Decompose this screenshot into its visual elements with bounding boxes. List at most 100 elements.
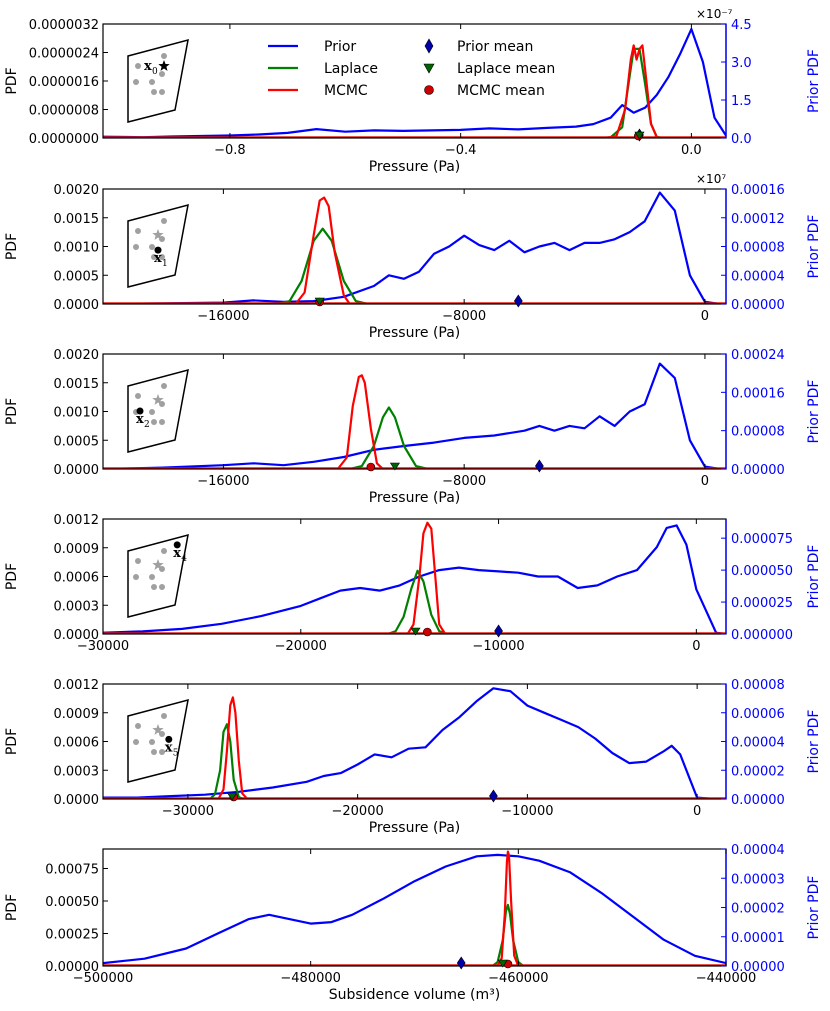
y-right-tick-label: 0.000075 bbox=[731, 532, 793, 547]
inset-point-label: x bbox=[173, 546, 181, 561]
y-tick-label: 0.0009 bbox=[54, 542, 100, 557]
legend-label: Laplace bbox=[324, 61, 378, 77]
y-right-tick-label: 4.5 bbox=[731, 18, 752, 33]
y-tick-label: 0.0003 bbox=[54, 764, 100, 779]
y-right-tick-label: 0.00004 bbox=[731, 269, 785, 284]
laplace-mean-marker bbox=[634, 131, 645, 140]
prior-mean-marker bbox=[535, 459, 544, 473]
y-tick-label: 0.0003 bbox=[54, 599, 100, 614]
y-tick-label: 0.0000 bbox=[54, 298, 100, 313]
sensor-dot bbox=[133, 739, 139, 745]
y-tick-label: 0.0010 bbox=[54, 241, 100, 256]
series-line-mcmc bbox=[406, 521, 447, 634]
series-line-laplace bbox=[491, 903, 525, 966]
active-dot bbox=[154, 246, 162, 254]
y-axis-label: PDF bbox=[4, 67, 20, 94]
y-right-axis-label: Prior PDF bbox=[806, 49, 822, 113]
laplace-mean-marker bbox=[226, 792, 238, 801]
sensor-dot bbox=[135, 393, 141, 399]
y-right-tick-label: 0.00002 bbox=[731, 902, 785, 917]
x-tick-label: −480000 bbox=[280, 971, 341, 986]
x-tick-label: −16000 bbox=[197, 474, 249, 489]
axes-frame bbox=[102, 188, 727, 305]
domain-outline bbox=[127, 38, 189, 123]
star-icon bbox=[152, 724, 164, 735]
y-tick-label: 0.0009 bbox=[54, 707, 100, 722]
series-line-prior bbox=[103, 28, 726, 138]
x-axis-label: Pressure (Pa) bbox=[369, 325, 461, 341]
y-right-tick-label: 0.000025 bbox=[731, 596, 793, 611]
x-axis-label: Pressure (Pa) bbox=[369, 820, 461, 836]
x-tick-label: −460000 bbox=[488, 971, 549, 986]
sensor-dot bbox=[149, 739, 155, 745]
y-tick-label: 0.00000 bbox=[45, 960, 99, 975]
sensor-dot bbox=[151, 419, 157, 425]
y-axis-label: PDF bbox=[4, 563, 20, 590]
y-tick-label: 0.0005 bbox=[54, 434, 100, 449]
series-line-prior bbox=[103, 853, 726, 965]
series-line-mcmc bbox=[336, 374, 384, 469]
active-dot bbox=[173, 541, 181, 549]
legend-triangle-icon bbox=[423, 63, 435, 74]
sensor-dot bbox=[149, 244, 155, 250]
x-tick-label: 0 bbox=[701, 474, 709, 489]
legend-entry-laplace: Laplace bbox=[268, 61, 378, 77]
domain-outline bbox=[127, 533, 189, 618]
x-axis-label: Pressure (Pa) bbox=[369, 159, 461, 175]
inset-point-label: x bbox=[154, 251, 162, 266]
inset-point-sub: 5 bbox=[173, 748, 179, 758]
y-tick-label: 0.0000024 bbox=[29, 47, 99, 62]
star-icon bbox=[152, 394, 164, 405]
prior-mean-marker bbox=[494, 624, 503, 638]
legend: Prior Laplace MCMC Prior mean Laplace mean MC… bbox=[268, 38, 555, 99]
mcmc-mean-marker bbox=[366, 462, 376, 472]
x-tick-label: −10000 bbox=[501, 804, 553, 819]
y-tick-label: 0.0000 bbox=[54, 628, 100, 643]
series-line-mcmc bbox=[217, 696, 249, 799]
series-group bbox=[103, 521, 726, 634]
sensor-dot bbox=[149, 79, 155, 85]
inset-point-label: x bbox=[144, 59, 152, 74]
y-right-axis-label: Prior PDF bbox=[806, 545, 822, 609]
legend-label: Prior bbox=[324, 39, 356, 55]
active-dot bbox=[165, 735, 173, 743]
axes-frame bbox=[102, 683, 727, 800]
sensor-dot bbox=[135, 723, 141, 729]
y-right-tick-label: 0.00002 bbox=[731, 764, 785, 779]
y-right-tick-label: 0.00000 bbox=[731, 793, 785, 808]
y-right-tick-label: 0.00012 bbox=[731, 212, 785, 227]
panel-5: −500000 −480000 −460000 −4400000.000000.000… bbox=[4, 843, 822, 1003]
series-line-mcmc bbox=[496, 850, 520, 966]
x-axis-label: Subsidence volume (m³) bbox=[329, 987, 500, 1003]
x-tick-label: 0 bbox=[693, 804, 701, 819]
series-line-prior bbox=[103, 362, 721, 469]
y-right-tick-label: 0.00000 bbox=[731, 960, 785, 975]
sensor-dot bbox=[151, 584, 157, 590]
y-right-tick-label: 0.0 bbox=[731, 132, 752, 147]
sensor-dot bbox=[149, 574, 155, 580]
y-right-tick-label: 0.00000 bbox=[731, 463, 785, 478]
series-line-laplace bbox=[349, 406, 429, 469]
inset-point-sub: 1 bbox=[162, 259, 168, 269]
x-tick-label: −30000 bbox=[77, 639, 129, 654]
legend-label: Prior mean bbox=[457, 39, 533, 55]
axes-frame bbox=[102, 353, 727, 470]
legend-label: Laplace mean bbox=[457, 61, 555, 77]
y-right-tick-label: 3.0 bbox=[731, 56, 752, 71]
y-right-tick-label: 0.00004 bbox=[731, 736, 785, 751]
y-tick-label: 0.0015 bbox=[54, 212, 100, 227]
laplace-mean-marker bbox=[314, 297, 325, 306]
sensor-dot bbox=[151, 89, 157, 95]
y-tick-label: 0.0000 bbox=[54, 793, 100, 808]
y-right-tick-label: 0.00006 bbox=[731, 707, 785, 722]
y-right-tick-label: 0.00001 bbox=[731, 931, 785, 946]
y-tick-label: 0.0020 bbox=[54, 348, 100, 363]
axis-multiplier: ×10⁻⁷ bbox=[696, 7, 733, 21]
mcmc-mean-marker bbox=[423, 627, 432, 637]
series-line-prior bbox=[103, 524, 726, 634]
series-line-laplace bbox=[209, 723, 245, 799]
y-tick-label: 0.00075 bbox=[45, 863, 99, 878]
series-line-mcmc bbox=[604, 44, 663, 138]
x-tick-label: −8000 bbox=[442, 474, 486, 489]
